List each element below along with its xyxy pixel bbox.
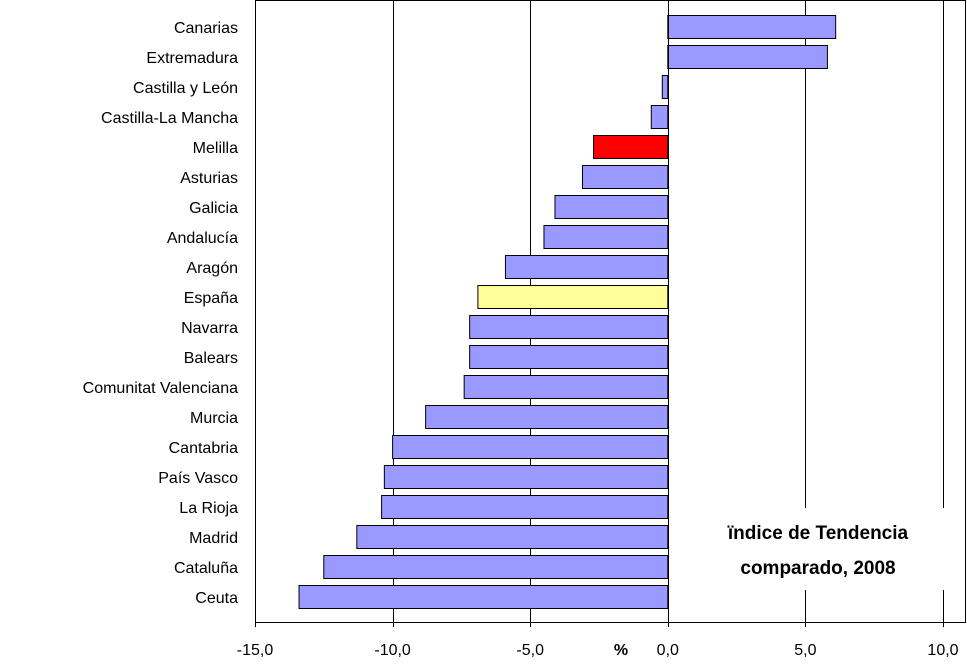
bar [667, 15, 837, 39]
category-label: Melilla [193, 140, 238, 157]
category-label: Ceuta [195, 590, 238, 607]
category-label: Navarra [181, 320, 238, 337]
bar [463, 375, 669, 399]
category-label: Balears [184, 350, 238, 367]
annotation-box: ïndice de Tendencia comparado, 2008 [688, 508, 950, 590]
category-label: La Rioja [179, 500, 238, 517]
category-label: Madrid [189, 530, 238, 547]
category-label: Murcia [190, 410, 238, 427]
bar [477, 285, 669, 309]
tick-label: 5,0 [794, 642, 816, 659]
bar [323, 555, 669, 579]
tick-label: 10,0 [927, 642, 958, 659]
category-label: Cantabria [169, 440, 238, 457]
bar [383, 465, 669, 489]
category-label: País Vasco [158, 470, 238, 487]
bar [661, 75, 669, 99]
tick-label: -5,0 [516, 642, 544, 659]
bar [592, 135, 669, 159]
bar [356, 525, 669, 549]
bar [667, 45, 828, 69]
category-label: España [184, 290, 238, 307]
x-axis-title: % [614, 642, 628, 659]
annotation-background [688, 508, 950, 590]
category-labels: Canarias Extremadura Castilla y León Castil… [83, 20, 238, 607]
category-label: Andalucía [167, 230, 238, 247]
tick-label: -10,0 [374, 642, 411, 659]
bar [581, 165, 669, 189]
category-label: Asturias [180, 170, 238, 187]
bar [298, 585, 669, 609]
tick-label: -15,0 [237, 642, 274, 659]
bar [504, 255, 669, 279]
annotation-line-1: ïndice de Tendencia [727, 523, 909, 544]
tick-label: 0,0 [657, 642, 679, 659]
category-label: Comunitat Valenciana [83, 380, 238, 397]
annotation-line-2: comparado, 2008 [740, 558, 895, 579]
bar [650, 105, 669, 129]
bar [543, 225, 669, 249]
bars [298, 0, 837, 622]
bar [469, 315, 669, 339]
bar [554, 195, 669, 219]
category-label: Castilla y León [133, 80, 238, 97]
bar [381, 495, 669, 519]
bar [392, 435, 669, 459]
bar [469, 345, 669, 369]
bar [425, 405, 669, 429]
category-label: Galicia [189, 200, 238, 217]
x-axis-ticks: -15,0 -10,0 -5,0 0,0 5,0 10,0 [237, 622, 959, 659]
category-label: Cataluña [174, 560, 238, 577]
category-label: Aragón [186, 260, 238, 277]
category-label: Canarias [174, 20, 238, 37]
category-label: Castilla-La Mancha [101, 110, 238, 127]
category-label: Extremadura [146, 50, 238, 67]
